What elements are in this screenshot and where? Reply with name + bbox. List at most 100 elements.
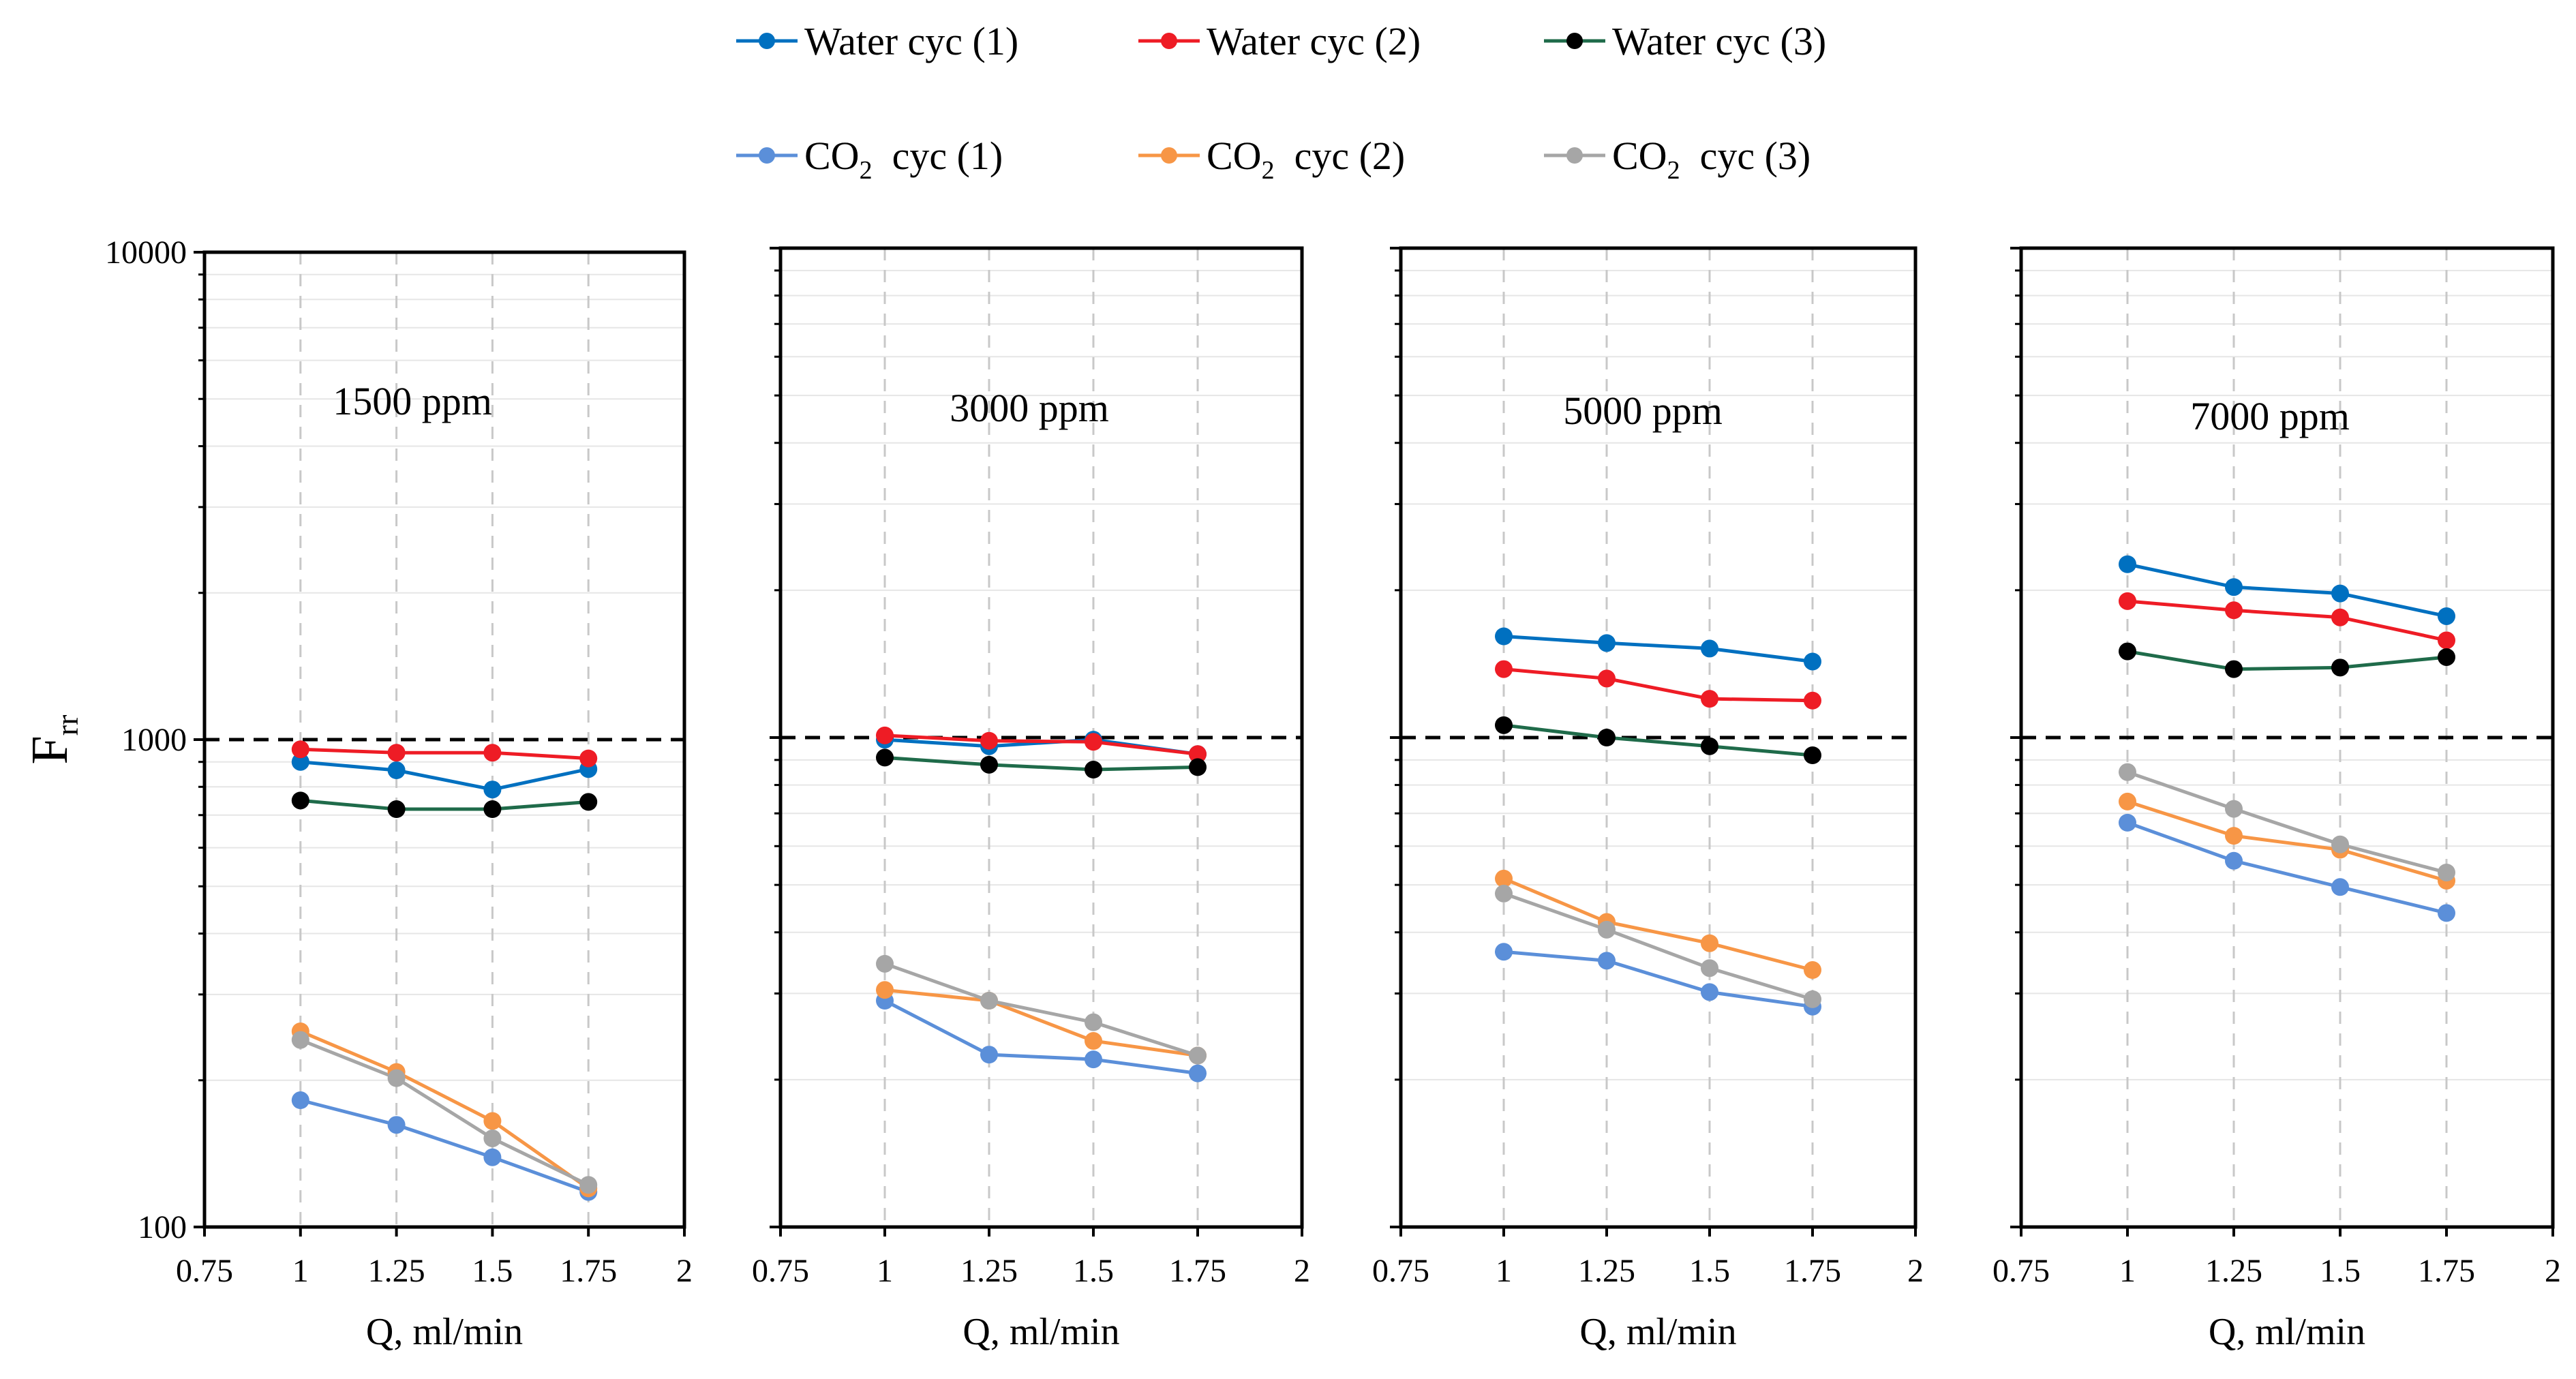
panel-title: 1500 ppm	[333, 379, 492, 423]
data-point-water3	[2119, 642, 2136, 661]
x-tick-label: 0.75	[1992, 1253, 2050, 1289]
data-point-water3	[876, 748, 894, 767]
panel-title: 7000 ppm	[2190, 394, 2350, 438]
legend-label: CO2 cyc (2)	[1207, 134, 1405, 185]
legend-label-suffix: cyc (3)	[1680, 134, 1811, 178]
legend-item-co2_2: CO2 cyc (2)	[1138, 134, 1405, 185]
data-point-water2	[483, 744, 502, 762]
legend-label-suffix: cyc (1)	[873, 134, 1003, 178]
data-point-co2_3	[876, 954, 894, 973]
x-tick-label: 2	[1294, 1253, 1310, 1289]
series-line-co2_2	[884, 988, 1198, 1057]
x-tick-label: 1.75	[1169, 1253, 1226, 1289]
data-point-water1	[2438, 607, 2455, 625]
series-line-water3	[2127, 650, 2447, 671]
data-point-water1	[1598, 634, 1616, 652]
x-tick-label: 2	[676, 1253, 693, 1289]
series-line-co2_2	[299, 1029, 590, 1190]
data-point-water2	[2225, 601, 2243, 620]
legend-item-water2: Water cyc (2)	[1138, 19, 1421, 63]
legend-swatch-marker	[759, 147, 775, 164]
data-point-water2	[1598, 669, 1616, 688]
data-point-water3	[1085, 761, 1102, 779]
data-point-co2_3	[1701, 959, 1718, 978]
data-point-co2_3	[387, 1069, 406, 1087]
data-point-water3	[291, 791, 309, 810]
data-point-water1	[1495, 627, 1513, 646]
x-axis-title: Q, ml/min	[2209, 1311, 2365, 1353]
data-point-co2_2	[2119, 792, 2136, 810]
panel-title: 3000 ppm	[950, 386, 1109, 430]
panel-3: 0.75 1 1.25 1.5 1.75 2 5000 ppm Q, ml/min	[1372, 246, 1924, 1353]
y-tick-label: 1000	[121, 722, 187, 758]
series-line-co2_1	[1503, 950, 1813, 1009]
legend-label-main: CO	[804, 134, 860, 178]
data-point-co2_1	[483, 1148, 502, 1166]
series-line-co2_3	[884, 962, 1198, 1057]
data-point-co2_1	[1598, 952, 1616, 970]
data-point-co2_3	[1495, 884, 1513, 903]
series-line-co2_3	[1503, 892, 1813, 1001]
data-point-water3	[1804, 746, 1821, 765]
legend-item-co2_1: CO2 cyc (1)	[736, 134, 1003, 185]
data-point-co2_3	[579, 1176, 598, 1194]
x-tick-label: 0.75	[752, 1253, 809, 1289]
y-axis-label: Frr	[21, 715, 85, 765]
data-point-water2	[1804, 691, 1821, 710]
x-tick-label: 1.75	[560, 1253, 617, 1289]
legend-label-main: Water cyc (2)	[1207, 19, 1421, 63]
legend-label-suffix: cyc (2)	[1275, 134, 1406, 178]
data-point-co2_3	[1189, 1046, 1207, 1065]
data-point-water1	[387, 761, 406, 780]
data-point-water2	[1189, 745, 1207, 763]
legend-label: Water cyc (3)	[1612, 19, 1826, 63]
data-point-water3	[1189, 758, 1207, 776]
data-point-water1	[2225, 578, 2243, 596]
series-line-co2_2	[2127, 800, 2447, 883]
data-point-co2_3	[483, 1129, 502, 1147]
data-point-co2_2	[1495, 869, 1513, 888]
x-tick-label: 2	[1907, 1253, 1924, 1289]
series-line-water2	[300, 747, 589, 761]
data-point-co2_3	[2119, 763, 2136, 781]
data-point-water3	[1495, 716, 1513, 734]
data-point-co2_1	[980, 1046, 998, 1064]
legend-label-main: CO	[1207, 134, 1262, 178]
data-point-water1	[1701, 639, 1718, 658]
y-axis-title-subscript: rr	[50, 715, 85, 736]
legend-item-water3: Water cyc (3)	[1544, 19, 1826, 63]
legend-label: CO2 cyc (1)	[804, 134, 1003, 185]
data-point-co2_3	[2225, 800, 2243, 818]
y-tick-label: 100	[138, 1209, 187, 1245]
series-line-co2_3	[2127, 770, 2447, 875]
series-line-co2_1	[2127, 821, 2447, 915]
legend-item-co2_3: CO2 cyc (3)	[1544, 134, 1810, 185]
x-tick-label: 1.5	[472, 1253, 513, 1289]
data-point-water3	[1598, 729, 1616, 746]
series-line-co2_1	[300, 1098, 590, 1194]
data-point-water1	[1804, 652, 1821, 671]
panel-2: 0.75 1 1.25 1.5 1.75 2 3000 ppm Q, ml/min	[752, 246, 1310, 1353]
data-point-co2_1	[2119, 813, 2136, 832]
x-tick-label: 1	[1496, 1253, 1512, 1289]
x-tick-label: 1.5	[2320, 1253, 2361, 1289]
legend-item-water1: Water cyc (1)	[736, 19, 1018, 63]
data-point-water2	[2119, 592, 2136, 610]
x-tick-label: 1.5	[1073, 1253, 1114, 1289]
series-line-water3	[884, 755, 1198, 772]
y-tick-label: 10000	[105, 234, 187, 271]
data-point-co2_2	[876, 981, 894, 999]
x-axis-title: Q, ml/min	[963, 1311, 1119, 1353]
data-point-water2	[1495, 660, 1513, 678]
data-point-co2_1	[1189, 1064, 1207, 1082]
x-tick-label: 1.25	[960, 1253, 1018, 1289]
panel-title: 5000 ppm	[1563, 389, 1723, 433]
x-tick-label: 1.5	[1689, 1253, 1730, 1289]
data-point-co2_2	[1701, 934, 1718, 952]
x-tick-label: 1.75	[2418, 1253, 2475, 1289]
legend-swatch-marker	[1161, 33, 1177, 49]
legend-swatch-marker	[1161, 147, 1177, 164]
y-axis-title: Frr	[21, 715, 85, 765]
data-point-co2_1	[387, 1116, 406, 1134]
series-line-water1	[1503, 635, 1813, 663]
